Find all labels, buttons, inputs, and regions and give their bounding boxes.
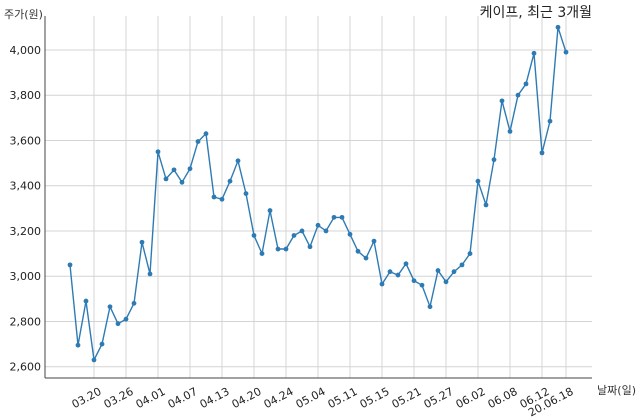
y-tick-labels: 2,600 2,800 3,000 3,200 3,400 3,600 3,800 4,000 xyxy=(10,44,42,374)
data-point xyxy=(307,244,313,250)
data-point xyxy=(555,24,561,30)
data-point xyxy=(427,304,433,310)
data-point xyxy=(251,233,257,238)
data-point xyxy=(139,239,145,245)
data-point xyxy=(115,321,121,327)
x-tick-label: 05.15 xyxy=(358,385,392,411)
data-point xyxy=(131,300,137,306)
data-point xyxy=(91,357,97,363)
data-point xyxy=(323,228,329,234)
data-point xyxy=(483,202,489,208)
data-point xyxy=(291,233,297,238)
data-point xyxy=(547,118,553,124)
data-point xyxy=(531,50,537,56)
data-point xyxy=(387,269,393,275)
data-point xyxy=(259,251,265,256)
x-tick-label: 04.07 xyxy=(166,385,200,411)
data-point xyxy=(99,341,105,347)
data-point xyxy=(179,179,185,185)
x-tick-label: 06.08 xyxy=(486,385,520,411)
x-axis-label: 날짜(일) xyxy=(597,384,636,397)
data-point xyxy=(451,269,457,275)
grid-lines xyxy=(45,16,592,378)
data-point xyxy=(523,81,529,87)
data-point xyxy=(443,279,449,285)
data-point xyxy=(435,268,441,273)
data-point xyxy=(219,196,225,202)
data-point xyxy=(267,208,273,213)
data-point xyxy=(419,282,425,288)
data-point xyxy=(331,214,337,220)
y-tick-label: 3,000 xyxy=(10,270,42,283)
data-point xyxy=(203,131,209,137)
x-tick-label: 04.01 xyxy=(134,385,168,411)
data-point xyxy=(395,272,401,278)
data-point xyxy=(411,278,417,284)
axes xyxy=(44,16,592,379)
x-tick-label: 05.27 xyxy=(422,385,456,411)
y-tick-label: 2,800 xyxy=(10,315,42,328)
data-point xyxy=(355,248,361,254)
data-point xyxy=(235,158,241,164)
y-tick-label: 3,600 xyxy=(10,134,42,147)
data-point xyxy=(187,166,193,172)
data-point xyxy=(491,157,497,163)
data-point xyxy=(363,255,369,261)
data-point xyxy=(475,178,481,184)
data-point xyxy=(243,191,249,197)
data-point xyxy=(379,281,385,287)
x-tick-label: 05.04 xyxy=(294,385,328,411)
data-point xyxy=(83,298,89,304)
data-point xyxy=(283,246,289,252)
x-tick-label: 03.20 xyxy=(70,385,104,411)
data-point xyxy=(107,304,113,310)
x-tick-label: 03.26 xyxy=(102,385,136,411)
data-point xyxy=(155,149,161,155)
data-point xyxy=(515,92,521,98)
data-point xyxy=(227,178,233,184)
x-tick-labels: 03.2003.2604.0104.0704.1304.2004.2405.04… xyxy=(70,385,576,419)
data-points xyxy=(67,24,569,363)
data-point xyxy=(299,228,305,234)
data-point xyxy=(171,167,177,173)
data-point xyxy=(67,262,73,268)
data-point xyxy=(339,214,345,220)
data-point xyxy=(459,262,465,268)
y-axis-label: 주가(원) xyxy=(4,8,43,21)
y-tick-label: 2,600 xyxy=(10,361,42,374)
data-point xyxy=(499,98,505,104)
y-tick-label: 3,400 xyxy=(10,180,42,193)
chart-title: 케이프, 최근 3개월 xyxy=(479,5,592,21)
x-tick-label: 04.13 xyxy=(198,385,232,411)
x-tick-label: 05.11 xyxy=(326,385,360,411)
x-tick-label: 06.02 xyxy=(454,385,488,411)
data-point xyxy=(147,271,153,277)
data-point xyxy=(75,342,81,348)
data-point xyxy=(195,139,201,144)
data-point xyxy=(275,246,281,252)
data-point xyxy=(563,49,569,55)
data-point xyxy=(539,150,545,156)
y-tick-label: 3,200 xyxy=(10,225,42,238)
y-tick-label: 4,000 xyxy=(10,44,42,57)
data-point xyxy=(347,231,353,237)
x-tick-label: 05.21 xyxy=(390,385,424,411)
data-point xyxy=(123,316,129,322)
data-point xyxy=(467,251,473,256)
y-tick-label: 3,800 xyxy=(10,89,42,102)
data-point xyxy=(315,222,321,228)
data-point xyxy=(211,194,217,200)
data-point xyxy=(403,261,409,267)
data-point xyxy=(163,176,169,182)
x-tick-label: 04.24 xyxy=(262,385,296,411)
x-tick-label: 04.20 xyxy=(230,385,264,411)
data-point xyxy=(371,238,377,244)
data-point xyxy=(507,128,513,134)
